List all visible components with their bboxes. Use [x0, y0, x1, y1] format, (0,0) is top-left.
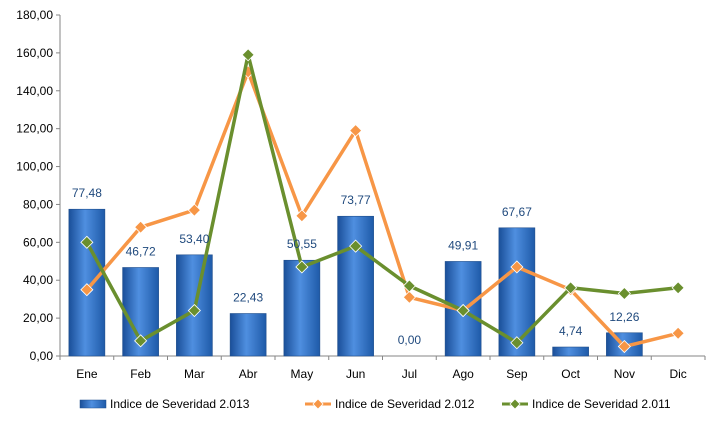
line-point-marker — [671, 281, 685, 295]
line-point-marker — [510, 336, 524, 350]
bar-data-label: 73,77 — [341, 193, 371, 207]
line-point-marker — [80, 283, 94, 297]
x-tick-label: Oct — [561, 367, 580, 381]
bar-data-label: 67,67 — [502, 205, 532, 219]
x-tick-label: Mar — [184, 367, 205, 381]
bar — [283, 259, 321, 357]
line-point-marker — [134, 220, 148, 234]
bar — [229, 313, 267, 357]
line-point-marker — [402, 290, 416, 304]
line-point-marker — [295, 260, 309, 274]
axes: 0,00 20,00 40,00 60,00 80,00 100,00 120,00 140,… — [16, 8, 706, 381]
line-point-marker — [312, 398, 324, 410]
x-tick-label: Sep — [506, 367, 528, 381]
x-tick-label: Dic — [669, 367, 686, 381]
x-tick-label: Jun — [346, 367, 365, 381]
line-point-marker — [241, 48, 255, 62]
line-point-marker — [295, 209, 309, 223]
legend: Indice de Severidad 2.013 Indice de Sever… — [79, 397, 671, 411]
legend-label: Indice de Severidad 2.013 — [110, 397, 250, 411]
line-point-marker — [187, 203, 201, 217]
y-tick-label: 100,00 — [16, 160, 53, 174]
y-tick-label: 120,00 — [16, 122, 53, 136]
bar-data-label: 22,43 — [233, 291, 263, 305]
bar-data-label: 50,55 — [287, 237, 317, 251]
bar-data-label: 49,91 — [448, 238, 478, 252]
line-point-marker — [617, 286, 631, 301]
bar — [68, 208, 106, 357]
y-tick-label: 80,00 — [23, 197, 53, 211]
line-point-marker — [509, 398, 521, 410]
line-point-marker — [617, 339, 631, 354]
line-point-marker — [187, 303, 201, 318]
line-point-marker — [456, 303, 470, 318]
y-tick-label: 140,00 — [16, 84, 53, 98]
legend-label: Indice de Severidad 2.012 — [335, 397, 475, 411]
y-tick-label: 20,00 — [23, 311, 53, 325]
bar-data-label: 77,48 — [72, 186, 102, 200]
legend-label: Indice de Severidad 2.011 — [532, 397, 671, 411]
x-tick-label: Feb — [130, 367, 151, 381]
line-point-marker — [671, 326, 685, 340]
y-tick-label: 40,00 — [23, 273, 53, 287]
line-point-marker — [134, 334, 148, 348]
line-point-marker — [80, 235, 94, 249]
y-tick-label: 160,00 — [16, 46, 53, 60]
bar — [337, 215, 374, 357]
line-series — [80, 48, 685, 354]
legend-swatch — [79, 399, 107, 409]
line-point-marker — [510, 260, 524, 274]
line-point-marker — [402, 279, 416, 293]
bar-data-label: 0,00 — [398, 333, 422, 347]
x-tick-label: Nov — [614, 367, 635, 381]
bar — [552, 346, 589, 357]
x-tick-label: May — [291, 367, 314, 381]
y-tick-label: 60,00 — [23, 235, 53, 249]
bar-series — [68, 208, 643, 357]
data-labels: 77,48 46,72 53,40 22,43 50,55 73,77 0,00 49,91 6… — [72, 186, 640, 347]
x-tick-label: Jul — [402, 367, 417, 381]
y-tick-label: 180,00 — [16, 8, 53, 22]
x-tick-label: Ene — [76, 367, 98, 381]
line-point-marker — [349, 239, 363, 253]
series-line — [85, 70, 679, 349]
bar-data-label: 4,74 — [559, 324, 583, 338]
line-point-marker — [564, 281, 578, 295]
y-tick-label: 0,00 — [30, 349, 54, 363]
series-line — [85, 53, 679, 345]
bar-data-label: 53,40 — [179, 232, 209, 246]
x-tick-label: Abr — [239, 367, 258, 381]
bar-data-label: 12,26 — [609, 310, 639, 324]
line-point-marker — [349, 123, 363, 138]
x-tick-label: Ago — [452, 367, 474, 381]
bar-data-label: 46,72 — [126, 244, 156, 258]
